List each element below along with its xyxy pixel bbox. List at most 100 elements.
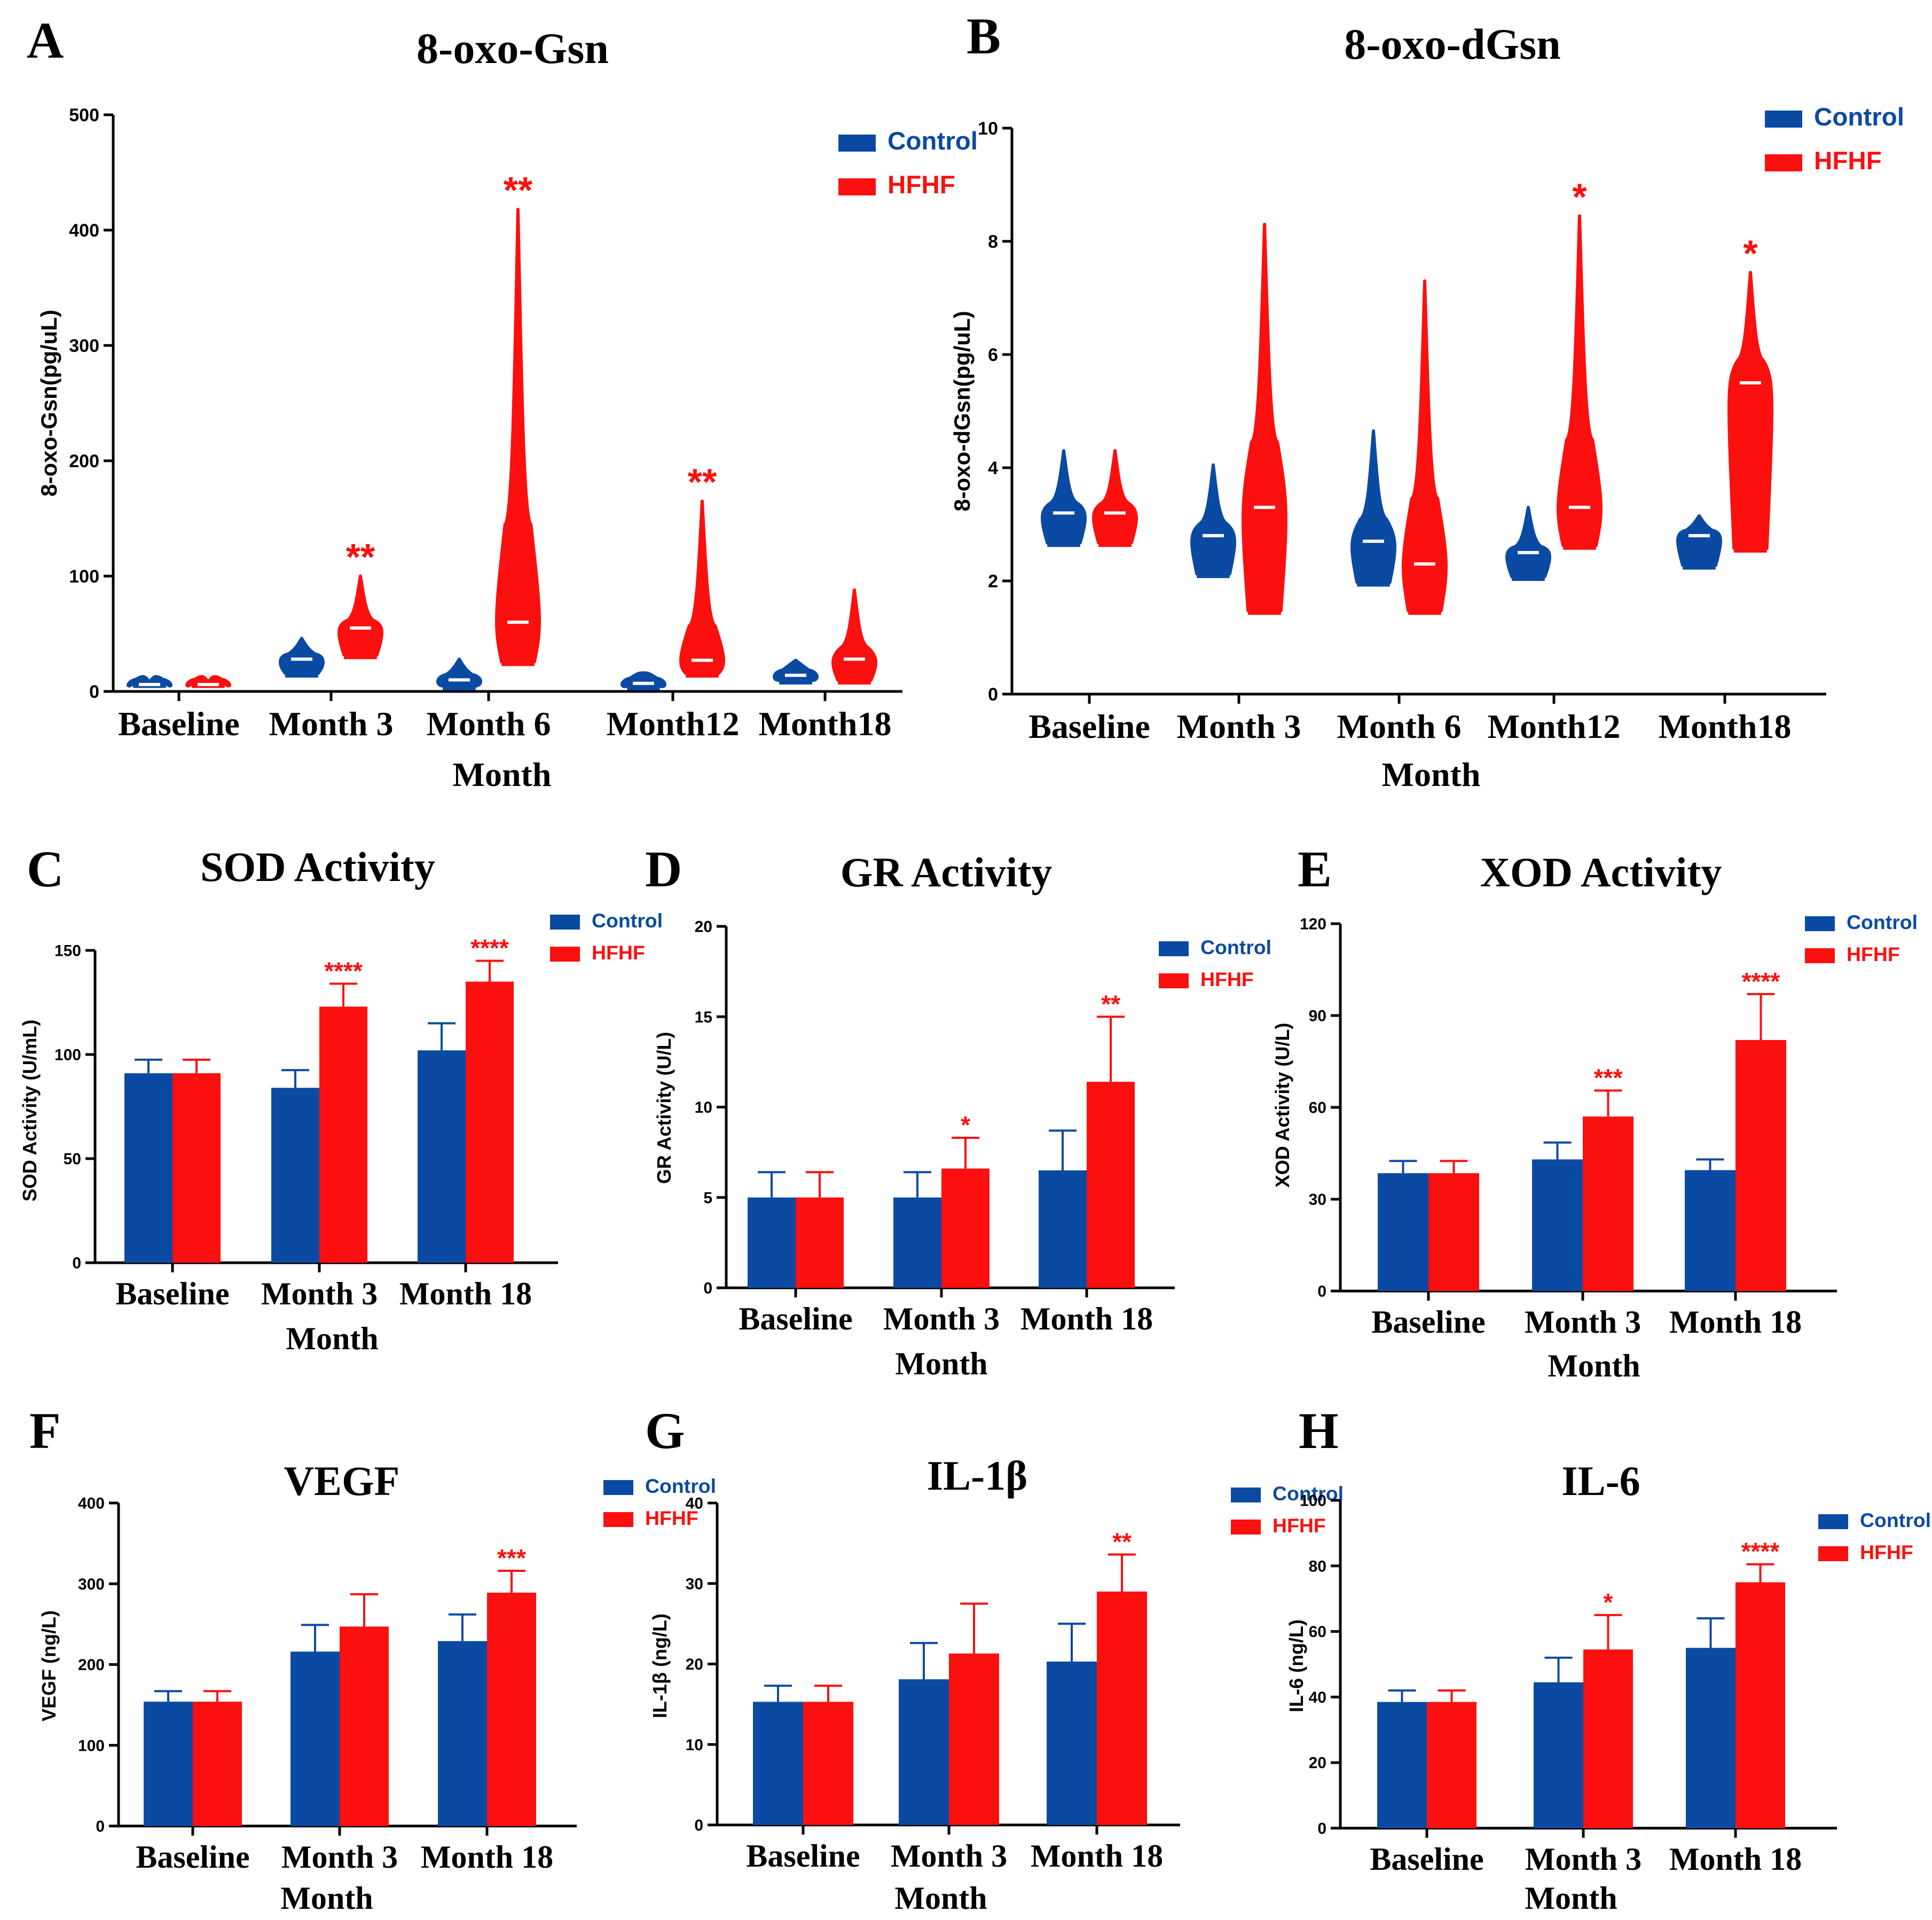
x-tick-label: Month 18 — [1031, 1838, 1163, 1874]
y-tick-label: 15 — [695, 1009, 712, 1026]
y-tick-label: 50 — [64, 1151, 81, 1168]
y-tick-label: 90 — [1309, 1008, 1326, 1025]
panel-c: C SOD Activity 0 50 100 150 SOD Activity (U/mL… — [19, 840, 663, 1356]
hfhf-bar — [1735, 1040, 1786, 1291]
x-tick-label: Baseline — [1028, 707, 1150, 745]
legend-label-hfhf: HFHF — [592, 941, 645, 964]
legend-swatch-control — [838, 135, 876, 152]
control-violin — [436, 657, 482, 688]
x-tick-label: Baseline — [746, 1838, 860, 1874]
control-bar — [144, 1702, 193, 1826]
y-axis-label: IL-1β (ng/L) — [649, 1614, 671, 1718]
legend-swatch-control — [1231, 1488, 1261, 1502]
y-tick-label: 0 — [89, 682, 99, 702]
control-bar — [124, 1073, 172, 1263]
x-tick-label: Month 18 — [1669, 1304, 1802, 1340]
violin-base — [344, 652, 377, 659]
violin-base — [1357, 580, 1390, 587]
control-bar — [899, 1679, 949, 1825]
control-bar — [1378, 1173, 1428, 1291]
y-tick-label: 300 — [78, 1576, 105, 1593]
hfhf-bar — [193, 1702, 242, 1826]
control-bar — [1685, 1170, 1735, 1291]
significance-marker: * — [1604, 1588, 1613, 1616]
chart-title: VEGF — [284, 1458, 400, 1504]
y-axis-label: SOD Activity (U/mL) — [19, 1020, 41, 1202]
y-tick-label: 60 — [1309, 1623, 1326, 1641]
legend-label-control: Control — [592, 909, 663, 932]
significance-marker: ** — [1101, 990, 1120, 1018]
y-axis-label: XOD Activity (U/L) — [1271, 1023, 1293, 1188]
hfhf-bar — [803, 1702, 853, 1825]
significance-marker: ** — [346, 536, 375, 578]
y-tick-label: 40 — [1309, 1689, 1326, 1706]
violin-base — [501, 659, 535, 666]
y-tick-label: 300 — [69, 336, 99, 356]
y-tick-label: 20 — [695, 918, 712, 936]
legend-swatch-control — [603, 1480, 633, 1495]
hfhf-bar — [1428, 1173, 1479, 1291]
significance-marker: **** — [1741, 1538, 1780, 1565]
panel-label: G — [645, 1402, 685, 1459]
y-tick-label: 80 — [1309, 1557, 1326, 1575]
y-tick-label: 120 — [1300, 916, 1326, 933]
panel-label: H — [1299, 1402, 1339, 1459]
y-tick-label: 8 — [988, 232, 998, 252]
panel-b: B 8-oxo-dGsn 0 2 4 6 8 10 8-oxo-dGsn(pg/uL) Basel… — [949, 7, 1904, 793]
legend-swatch-control — [1765, 111, 1802, 128]
x-tick-label: Month 3 — [281, 1839, 398, 1875]
hfhf-violin — [1242, 223, 1287, 612]
x-axis-label: Month — [286, 1321, 378, 1356]
legend: Control HFHF — [603, 1475, 716, 1529]
significance-marker: **** — [470, 934, 509, 962]
chart-title: IL-6 — [1561, 1458, 1640, 1504]
legend-label-control: Control — [1200, 936, 1271, 958]
violin-base — [1248, 608, 1281, 615]
y-axis-label: 8-oxo-Gsn(pg/uL) — [36, 310, 61, 497]
control-bar — [418, 1050, 466, 1263]
control-violin — [1350, 429, 1396, 584]
legend-label-control: Control — [1814, 103, 1904, 131]
x-tick-label: Month 3 — [1177, 707, 1301, 745]
hfhf-bar — [172, 1073, 221, 1263]
control-bar — [1047, 1661, 1097, 1825]
y-tick-label: 0 — [72, 1255, 81, 1272]
control-bar — [753, 1702, 803, 1825]
violin-base — [627, 683, 660, 690]
legend-label-control: Control — [645, 1475, 716, 1497]
hfhf-violin — [495, 208, 541, 664]
hfhf-violin — [831, 588, 877, 682]
x-tick-label: Month 18 — [1669, 1842, 1802, 1877]
x-axis-label: Month — [895, 1346, 987, 1381]
violin-base — [1563, 543, 1596, 550]
control-bar — [1039, 1170, 1087, 1288]
legend: Control HFHF — [838, 127, 978, 199]
hfhf-bar — [466, 981, 514, 1263]
legend: Control HFHF — [1818, 1509, 1931, 1563]
panel-label: B — [967, 7, 1001, 65]
control-violin — [1505, 506, 1551, 578]
panel-e: E XOD Activity 0 30 60 90 120 XOD Activity (U/L… — [1271, 840, 1918, 1383]
hfhf-bar — [1087, 1082, 1135, 1288]
legend-swatch-hfhf — [1805, 948, 1835, 963]
x-axis-label: Month — [280, 1880, 373, 1916]
legend-label-hfhf: HFHF — [1847, 943, 1900, 965]
y-axis-label: 8-oxo-dGsn(pg/uL) — [949, 311, 975, 512]
chart-title: GR Activity — [841, 849, 1052, 895]
x-tick-label: Month 3 — [261, 1276, 378, 1311]
y-axis-label: IL-6 (ng/L) — [1285, 1619, 1307, 1712]
control-bar — [748, 1197, 796, 1288]
y-tick-label: 6 — [988, 345, 998, 365]
x-tick-label: Month18 — [759, 705, 892, 743]
legend-label-hfhf: HFHF — [1860, 1541, 1913, 1563]
legend-swatch-hfhf — [1818, 1546, 1848, 1561]
chart-title: 8-oxo-dGsn — [1344, 20, 1561, 68]
x-tick-label: Month 6 — [1337, 707, 1462, 745]
y-tick-label: 10 — [695, 1099, 712, 1116]
violin-base — [1197, 571, 1230, 578]
x-tick-label: Month 18 — [399, 1276, 532, 1311]
chart-title: 8-oxo-Gsn — [417, 24, 609, 73]
panel-label: E — [1298, 840, 1332, 898]
